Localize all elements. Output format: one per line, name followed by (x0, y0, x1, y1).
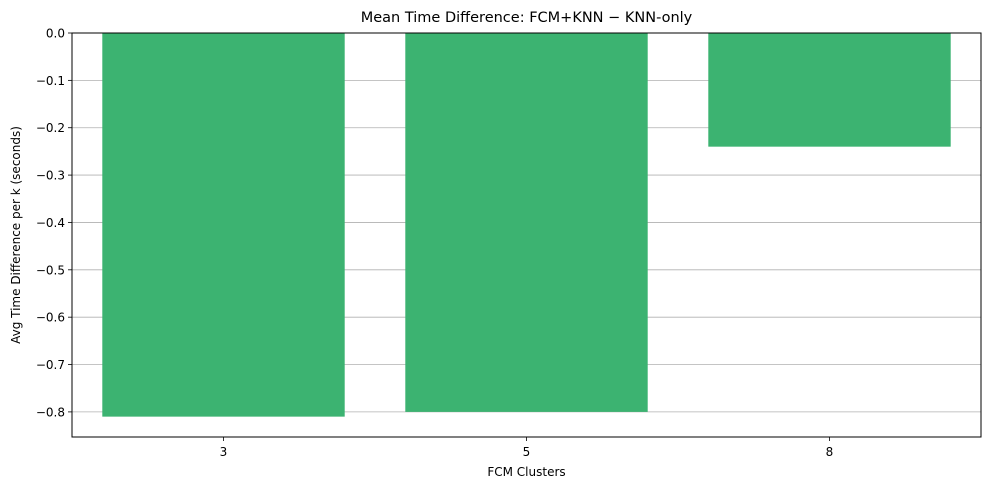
y-tick-label: −0.3 (36, 169, 65, 183)
y-axis-label: Avg Time Difference per k (seconds) (9, 126, 23, 344)
bar-3 (102, 33, 345, 417)
y-tick-label: −0.7 (36, 358, 65, 372)
x-tick-label: 3 (220, 445, 228, 459)
plot-frame (71, 32, 982, 438)
y-tick-label: −0.8 (36, 405, 65, 419)
x-tick-label: 8 (826, 445, 834, 459)
y-tick-label: −0.1 (36, 74, 65, 88)
bars (102, 33, 951, 417)
bar-5 (405, 33, 648, 412)
bar-8 (708, 33, 951, 147)
y-tick-label: −0.4 (36, 216, 65, 230)
y-tick-label: 0.0 (46, 27, 65, 41)
y-tick-label: −0.2 (36, 121, 65, 135)
chart-title: Mean Time Difference: FCM+KNN − KNN-only (361, 10, 693, 26)
y-tick-label: −0.6 (36, 311, 65, 325)
x-axis-ticks: 3 5 8 (220, 437, 834, 459)
y-tick-label: −0.5 (36, 263, 65, 277)
x-tick-label: 5 (523, 445, 531, 459)
x-axis-label: FCM Clusters (487, 465, 565, 479)
y-axis-ticks: 0.0 −0.1 −0.2 −0.3 −0.4 −0.5 −0.6 −0.7 −0.8 (36, 27, 72, 419)
